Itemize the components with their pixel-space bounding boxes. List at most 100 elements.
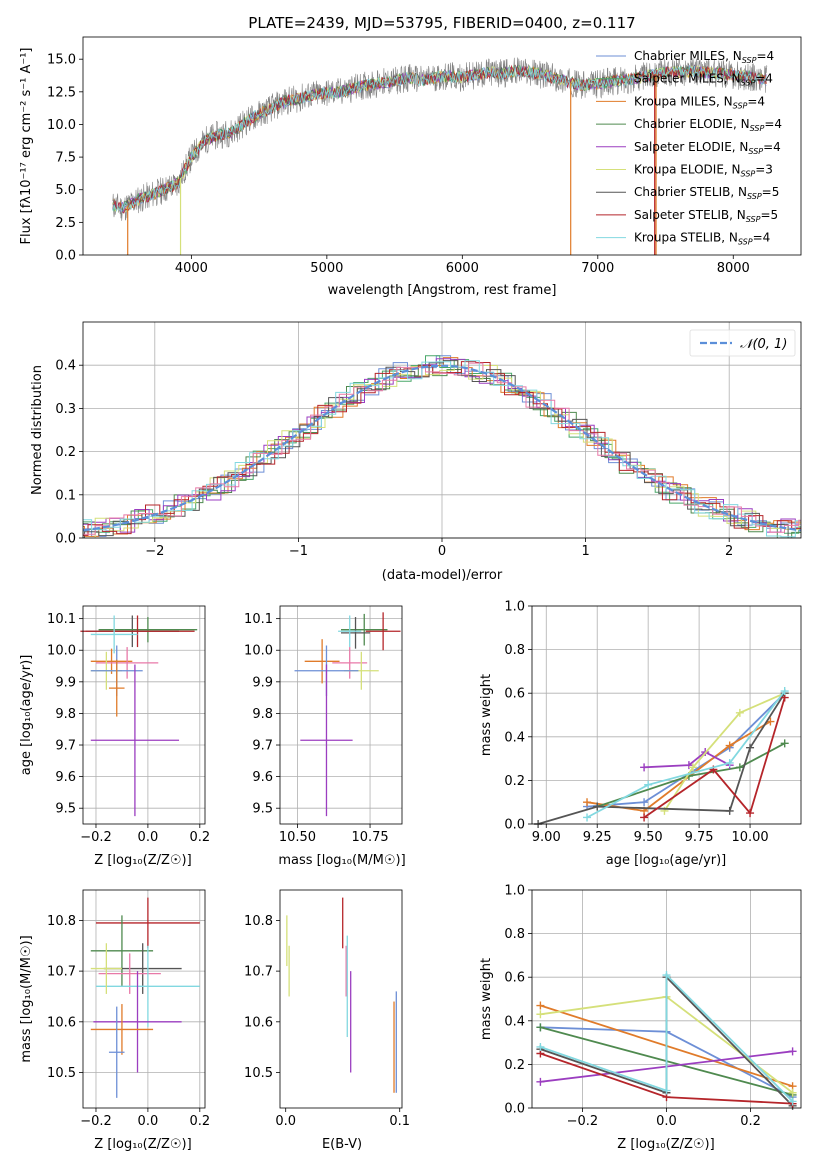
weight-line xyxy=(537,692,786,825)
y-tick-label: 10.8 xyxy=(244,914,273,929)
x-tick-label: 9.00 xyxy=(532,830,561,845)
x-tick-label: −0.2 xyxy=(80,1114,112,1129)
weight-marker xyxy=(583,798,592,807)
weight-marker xyxy=(536,1010,545,1019)
residuals-xlabel: (data-model)/error xyxy=(382,568,503,583)
residuals-legend: 𝒩(0, 1) xyxy=(689,329,796,357)
z-mass-panel: −0.2 0.0 0.2 10.5 10.6 10.7 10.8 Z [log₁₀(Z/Z☉… xyxy=(19,889,210,1152)
x-tick-label: 0.1 xyxy=(389,1114,410,1129)
mass-age-xlabel: mass [log₁₀(M/M☉)] xyxy=(278,853,405,868)
z-mass-errorbars xyxy=(90,897,200,1098)
y-tick-label: 12.5 xyxy=(47,85,76,100)
y-tick-label: 0.2 xyxy=(504,1058,525,1073)
legend-label: Salpeter MILES, NSSP=4 xyxy=(634,72,773,88)
y-tick-label: 10.1 xyxy=(47,612,76,627)
weight-marker xyxy=(735,708,744,717)
y-tick-label: 10.7 xyxy=(244,965,273,980)
age-weight-panel: 9.00 9.25 9.50 9.75 10.000.00.20.40.60.81.0 … xyxy=(479,600,802,868)
x-tick-label: 8000 xyxy=(717,261,750,276)
y-tick-label: 10.6 xyxy=(244,1015,273,1030)
y-tick-label: 10.5 xyxy=(244,1066,273,1081)
weight-marker xyxy=(640,763,649,772)
y-tick-label: 10.0 xyxy=(244,644,273,659)
z-mass-xlabel: Z [log₁₀(Z/Z☉)] xyxy=(94,1137,191,1152)
x-tick-label: 0.0 xyxy=(138,1114,159,1129)
x-tick-label: 2 xyxy=(725,544,733,559)
x-tick-label: −0.2 xyxy=(567,1114,599,1129)
z-weight-lines xyxy=(536,971,797,1110)
z-mass-ylabel: mass [log₁₀(M/M☉)] xyxy=(19,935,34,1062)
gaussian-curve xyxy=(83,364,801,532)
x-tick-label: 5000 xyxy=(310,261,343,276)
model-spectrum-line xyxy=(112,65,767,213)
weight-marker xyxy=(746,809,755,818)
weight-marker xyxy=(725,741,734,750)
x-tick-label: 0.0 xyxy=(656,1114,677,1129)
y-tick-label: 10.8 xyxy=(47,914,76,929)
legend-label: Kroupa MILES, NSSP=4 xyxy=(634,94,765,110)
y-tick-label: 10.1 xyxy=(244,612,273,627)
y-tick-label: 9.6 xyxy=(55,770,76,785)
weight-marker xyxy=(780,739,789,748)
spectrum-lines xyxy=(112,57,768,255)
weight-marker xyxy=(640,813,649,822)
x-tick-label: 9.50 xyxy=(634,830,663,845)
x-tick-label: 7000 xyxy=(581,261,614,276)
z-age-ticks: −0.2 0.0 0.2 9.5 9.6 9.7 9.8 9.9 10.0 10.1 xyxy=(47,612,210,845)
ebv-mass-xlabel: E(B-V) xyxy=(322,1137,362,1152)
weight-marker xyxy=(662,971,671,980)
x-tick-label: 6000 xyxy=(446,261,479,276)
weight-line xyxy=(644,751,731,769)
x-tick-label: −1 xyxy=(289,544,308,559)
age-weight-xlabel: age [log₁₀(age/yr)] xyxy=(606,853,727,868)
residual-histogram xyxy=(83,362,801,535)
y-tick-label: 9.9 xyxy=(252,675,273,690)
y-tick-label: 7.5 xyxy=(55,151,76,166)
x-tick-label: 0 xyxy=(438,544,446,559)
x-tick-label: 0.2 xyxy=(740,1114,761,1129)
weight-line xyxy=(643,697,786,819)
age-weight-lines xyxy=(534,687,789,828)
z-weight-panel: −0.2 0.0 0.2 0.0 0.2 0.4 0.6 0.8 1.0 Z [log₁₀(Z/… xyxy=(479,884,802,1152)
spectrum-ylabel: Flux [fλ10⁻¹⁷ erg cm⁻² s⁻¹ A⁻¹] xyxy=(19,48,34,245)
z-mass-ticks: −0.2 0.0 0.2 10.5 10.6 10.7 10.8 xyxy=(47,914,210,1129)
weight-marker xyxy=(640,798,649,807)
spectrum-ticks: 4000 5000 6000 7000 8000 0.0 2.5 5.0 7.5 10.0 12.5… xyxy=(47,53,750,276)
weight-marker xyxy=(688,763,697,772)
legend-label: Chabrier STELIB, NSSP=5 xyxy=(634,185,779,201)
x-tick-label: 10.75 xyxy=(351,830,388,845)
weight-marker xyxy=(536,1023,545,1032)
z-weight-ylabel: mass weight xyxy=(479,958,494,1040)
legend-label: Chabrier MILES, NSSP=4 xyxy=(634,49,774,65)
mass-age-gridlines xyxy=(280,606,402,824)
y-tick-label: 0.0 xyxy=(55,249,76,264)
age-weight-ticks: 9.00 9.25 9.50 9.75 10.00 0.0 0.2 0.4 0.6 0.8 1.0 xyxy=(504,600,768,846)
x-tick-label: 0.2 xyxy=(189,1114,210,1129)
y-tick-label: 10.5 xyxy=(47,1066,76,1081)
y-tick-label: 10.0 xyxy=(47,118,76,133)
weight-line xyxy=(540,972,794,1103)
spectrum-xlabel: wavelength [Angstrom, rest frame] xyxy=(328,283,557,298)
x-tick-label: 4000 xyxy=(175,261,208,276)
y-tick-label: 9.5 xyxy=(55,802,76,817)
z-weight-xlabel: Z [log₁₀(Z/Z☉)] xyxy=(617,1137,714,1152)
x-tick-label: 10.00 xyxy=(731,830,768,845)
y-tick-label: 9.9 xyxy=(55,675,76,690)
spectrum-legend: Chabrier MILES, NSSP=4 Salpeter MILES, NS… xyxy=(596,49,782,247)
legend-label: Chabrier ELODIE, NSSP=4 xyxy=(634,117,782,133)
y-tick-label: 0.2 xyxy=(504,774,525,789)
x-tick-label: 0.2 xyxy=(189,830,210,845)
ebv-mass-frame xyxy=(279,889,403,1109)
y-tick-label: 0.4 xyxy=(504,730,525,745)
weight-marker xyxy=(684,761,693,770)
z-age-panel: −0.2 0.0 0.2 9.5 9.6 9.7 9.8 9.9 10.0 10.1 Z [log… xyxy=(19,605,210,868)
y-tick-label: 0.8 xyxy=(504,643,525,658)
x-tick-label: 0.0 xyxy=(275,1114,296,1129)
weight-marker xyxy=(735,763,744,772)
y-tick-label: 0.0 xyxy=(55,532,76,547)
z-mass-frame xyxy=(82,889,206,1109)
legend-label: Salpeter STELIB, NSSP=5 xyxy=(634,208,778,224)
x-tick-label: 1 xyxy=(581,544,589,559)
x-tick-label: −2 xyxy=(145,544,164,559)
spectrum-frame xyxy=(82,36,802,256)
